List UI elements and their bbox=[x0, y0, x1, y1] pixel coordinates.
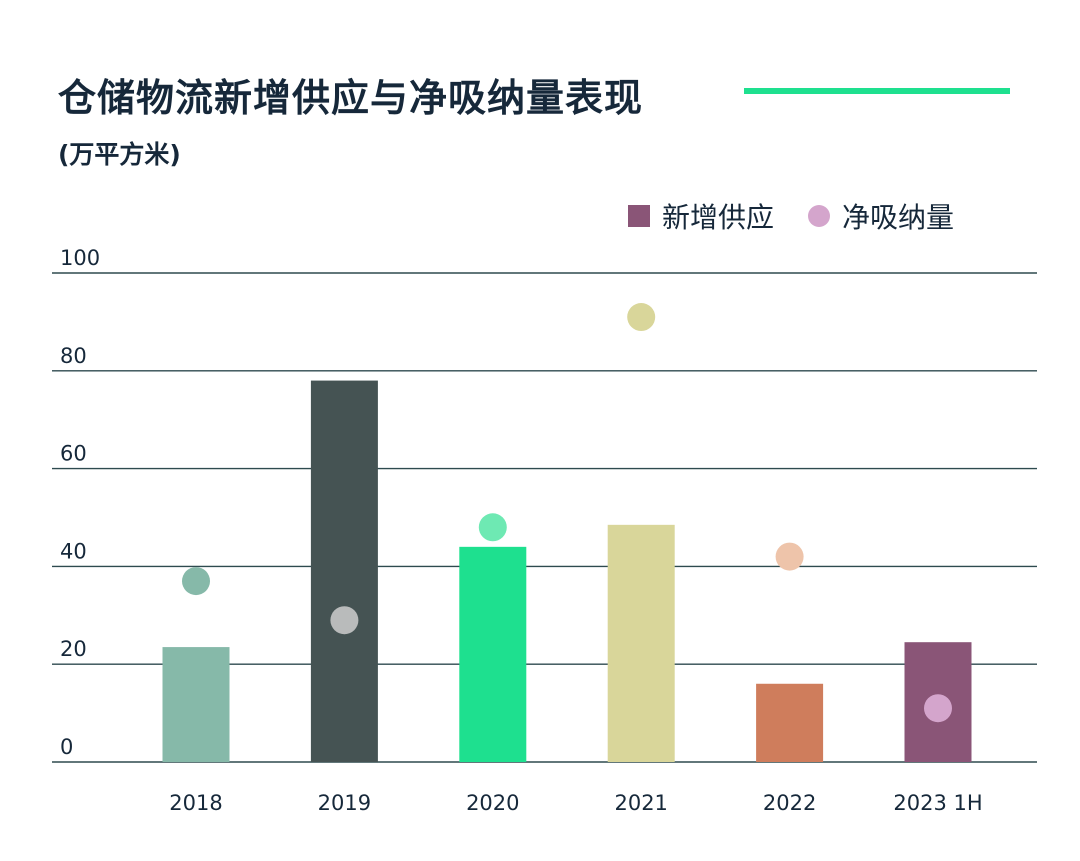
legend-label-absorption: 净吸纳量 bbox=[842, 201, 955, 234]
legend-item-supply: 新增供应 bbox=[628, 196, 774, 236]
x-tick-label-2019: 2019 bbox=[318, 791, 371, 815]
chart-legend: 新增供应 净吸纳量 bbox=[628, 196, 954, 236]
chart-title: 仓储物流新增供应与净吸纳量表现 bbox=[58, 76, 644, 120]
x-tick-label-2018: 2018 bbox=[169, 791, 222, 815]
bar-supply-2022 bbox=[756, 683, 824, 762]
title-accent-rule bbox=[744, 88, 1010, 94]
y-tick-label-60: 60 bbox=[60, 442, 87, 466]
bar-supply-2018 bbox=[162, 647, 230, 762]
x-tick-label-2020: 2020 bbox=[466, 791, 519, 815]
dot-absorption-2018 bbox=[182, 567, 210, 596]
legend-item-absorption: 净吸纳量 bbox=[808, 196, 954, 236]
x-tick-label-2022: 2022 bbox=[763, 791, 816, 815]
dot-absorption-2021 bbox=[627, 303, 656, 332]
bar-supply-2019 bbox=[310, 380, 378, 762]
square-marker-icon bbox=[628, 205, 650, 227]
y-tick-label-0: 0 bbox=[60, 735, 73, 759]
x-tick-label-2021: 2021 bbox=[614, 791, 667, 815]
y-tick-label-80: 80 bbox=[60, 344, 87, 368]
y-tick-label-40: 40 bbox=[60, 539, 87, 563]
dot-absorption-2023-1H bbox=[924, 694, 952, 723]
unit-label: (万平方米) bbox=[58, 140, 181, 169]
legend-label-supply: 新增供应 bbox=[662, 201, 775, 234]
y-tick-label-100: 100 bbox=[60, 246, 100, 270]
x-tick-label-2023-1H: 2023 1H bbox=[893, 791, 982, 815]
y-tick-label-20: 20 bbox=[60, 637, 87, 661]
bar-supply-2020 bbox=[459, 546, 527, 762]
bar-supply-2021 bbox=[607, 524, 675, 762]
dot-absorption-2022 bbox=[775, 542, 804, 571]
circle-marker-icon bbox=[808, 205, 831, 227]
dot-absorption-2020 bbox=[478, 513, 507, 542]
dot-absorption-2019 bbox=[330, 606, 359, 635]
